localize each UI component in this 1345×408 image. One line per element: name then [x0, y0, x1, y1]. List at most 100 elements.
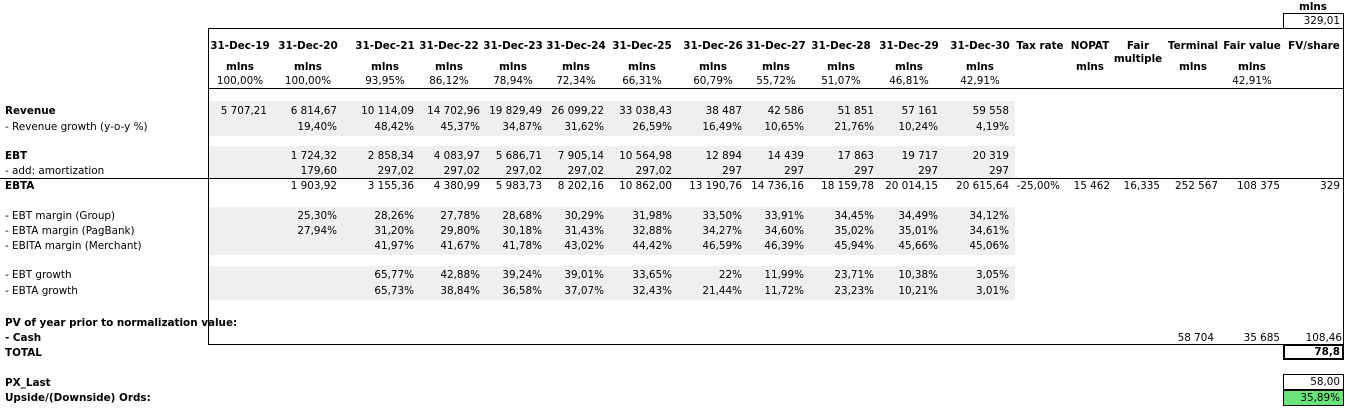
cell-ebta: 20 615,64	[956, 180, 1009, 192]
shade-block-margins	[208, 207, 1015, 255]
cell-ebta-margin-pagbank: 31,20%	[374, 225, 414, 237]
cell-ebt-growth: 22%	[718, 269, 742, 281]
col-date: 31-Dec-29	[879, 40, 939, 52]
col-date: 31-Dec-25	[612, 40, 672, 52]
col-pct: 78,94%	[493, 75, 533, 87]
cell-revenue: 38 487	[705, 105, 742, 117]
header-divider	[208, 88, 1344, 89]
cell-ebt-margin-group: 34,12%	[969, 210, 1009, 222]
shade-block-growth	[208, 266, 1015, 300]
row-label-ebta: EBTA	[5, 180, 35, 192]
cell-ebt-growth: 39,01%	[564, 269, 604, 281]
row-label-ebt-growth: - EBT growth	[5, 269, 72, 281]
cell-revenue: 59 558	[972, 105, 1009, 117]
cell-revenue-growth: 4,19%	[975, 121, 1009, 133]
row-label-ebta-margin-pagbank: - EBTA margin (PagBank)	[5, 225, 135, 237]
row-label-ebt: EBT	[5, 150, 28, 162]
px-last-box	[1283, 374, 1344, 390]
col-date: 31-Dec-20	[278, 40, 338, 52]
row-label-revenue: Revenue	[5, 105, 56, 117]
cell-ebta-growth: 36,58%	[502, 285, 542, 297]
col-unit: mlns	[294, 61, 322, 73]
header-nopat-unit: mlns	[1076, 61, 1104, 73]
cell-ebt: 17 863	[837, 150, 874, 162]
cell-ebta: 4 380,99	[433, 180, 480, 192]
cell-amortization: 297	[989, 165, 1009, 177]
ebta-fair-multiple: 16,335	[1123, 180, 1160, 192]
upside-value: 35,89%	[1300, 392, 1340, 404]
cell-revenue-growth: 10,24%	[898, 121, 938, 133]
col-unit: mlns	[762, 61, 790, 73]
col-pct: 86,12%	[429, 75, 469, 87]
cell-amortization: 297,02	[443, 165, 480, 177]
cell-ebt-margin-group: 33,91%	[764, 210, 804, 222]
cell-revenue: 57 161	[901, 105, 938, 117]
cell-ebt-margin-group: 34,49%	[898, 210, 938, 222]
cell-ebta-margin-pagbank: 27,94%	[297, 225, 337, 237]
cell-revenue: 14 702,96	[427, 105, 480, 117]
header-fair-value: Fair value	[1223, 40, 1281, 52]
total-label: TOTAL	[5, 347, 42, 359]
cell-revenue: 10 114,09	[361, 105, 414, 117]
cell-amortization: 297	[784, 165, 804, 177]
cell-ebita-margin-merchant: 44,42%	[632, 240, 672, 252]
cell-ebta-growth: 65,73%	[374, 285, 414, 297]
cell-ebta-growth: 10,21%	[898, 285, 938, 297]
cell-ebita-margin-merchant: 46,59%	[702, 240, 742, 252]
col-unit: mlns	[499, 61, 527, 73]
top-value-box	[1283, 13, 1344, 29]
cell-ebt-margin-group: 28,68%	[502, 210, 542, 222]
col-date: 31-Dec-30	[950, 40, 1010, 52]
cell-amortization: 297	[722, 165, 742, 177]
col-unit: mlns	[827, 61, 855, 73]
ebta-rule	[0, 178, 1344, 179]
ebta-tax-rate: -25,00%	[1016, 180, 1060, 192]
col-date: 31-Dec-21	[355, 40, 415, 52]
ebta-terminal: 252 567	[1175, 180, 1218, 192]
cell-ebita-margin-merchant: 41,78%	[502, 240, 542, 252]
cell-ebt: 2 858,34	[367, 150, 414, 162]
px-last-value: 58,00	[1310, 376, 1340, 388]
cell-revenue-growth: 21,76%	[834, 121, 874, 133]
ebta-fair-value: 108 375	[1237, 180, 1280, 192]
col-date: 31-Dec-23	[483, 40, 543, 52]
cell-revenue-growth: 34,87%	[502, 121, 542, 133]
cell-ebt-growth: 3,05%	[975, 269, 1009, 281]
header-fair-value-unit: mlns	[1238, 61, 1266, 73]
cell-ebta-margin-pagbank: 35,01%	[898, 225, 938, 237]
cell-ebta-margin-pagbank: 34,61%	[969, 225, 1009, 237]
cell-ebt-margin-group: 27,78%	[440, 210, 480, 222]
cell-revenue: 51 851	[837, 105, 874, 117]
cell-revenue-growth: 19,40%	[297, 121, 337, 133]
ebta-fv-share: 329	[1320, 180, 1340, 192]
cell-ebt-growth: 11,99%	[764, 269, 804, 281]
cell-ebta-margin-pagbank: 32,88%	[632, 225, 672, 237]
cell-ebta-growth: 23,23%	[834, 285, 874, 297]
col-date: 31-Dec-22	[419, 40, 479, 52]
cell-ebta: 3 155,36	[367, 180, 414, 192]
pv-label: PV of year prior to normalization value:	[5, 317, 238, 329]
upside-box	[1283, 390, 1344, 406]
cell-revenue-growth: 10,65%	[764, 121, 804, 133]
cell-ebt: 7 905,14	[557, 150, 604, 162]
cell-ebita-margin-merchant: 45,06%	[969, 240, 1009, 252]
cell-revenue: 26 099,22	[551, 105, 604, 117]
upside-label: Upside/(Downside) Ords:	[5, 392, 151, 404]
cash-fair-value: 35 685	[1243, 332, 1280, 344]
row-label-ebita-margin-merchant: - EBITA margin (Merchant)	[5, 240, 142, 252]
cell-ebta-margin-pagbank: 35,02%	[834, 225, 874, 237]
col-pct: 60,79%	[693, 75, 733, 87]
cell-ebta-growth: 21,44%	[702, 285, 742, 297]
col-unit: mlns	[966, 61, 994, 73]
top-value: 329,01	[1303, 15, 1340, 27]
cell-amortization: 297,02	[635, 165, 672, 177]
cash-terminal: 58 704	[1177, 332, 1214, 344]
cell-revenue-growth: 26,59%	[632, 121, 672, 133]
cell-ebta-growth: 32,43%	[632, 285, 672, 297]
col-unit: mlns	[895, 61, 923, 73]
cell-ebt-margin-group: 34,45%	[834, 210, 874, 222]
col-unit: mlns	[226, 61, 254, 73]
col-pct: 100,00%	[284, 75, 332, 87]
cell-ebita-margin-merchant: 45,66%	[898, 240, 938, 252]
cell-ebta-margin-pagbank: 34,60%	[764, 225, 804, 237]
